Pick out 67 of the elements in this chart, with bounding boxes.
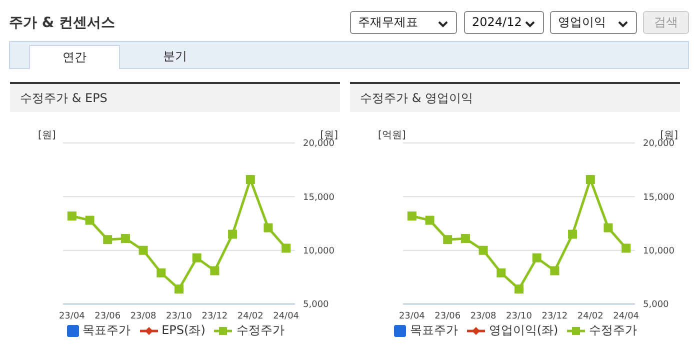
point bbox=[586, 174, 595, 184]
x-tick-label: 23/08 bbox=[130, 311, 157, 322]
point bbox=[264, 223, 273, 232]
y-axis-title: [억원] bbox=[378, 129, 406, 142]
y2-tick-label: 10,000 bbox=[643, 246, 675, 257]
point bbox=[103, 235, 112, 244]
legend-label: 목표주가 bbox=[82, 322, 131, 339]
legend-label: 목표주가 bbox=[410, 322, 458, 339]
point bbox=[67, 211, 76, 220]
point bbox=[604, 223, 613, 232]
text: 2024/12 bbox=[464, 11, 544, 34]
x-tick-label: 24/04 bbox=[273, 311, 300, 322]
y2-axis-title: [원] bbox=[320, 129, 338, 141]
legend-label: 영업이익(좌) bbox=[488, 322, 558, 339]
chart-title: 수정주가 & 영업이익 bbox=[350, 82, 680, 112]
y2-tick-label: 10,000 bbox=[303, 246, 335, 257]
y2-axis-title: [원] bbox=[660, 129, 678, 141]
x-tick-label: 23/08 bbox=[470, 311, 497, 322]
x-tick-label: 23/04 bbox=[58, 311, 86, 322]
y2-tick-label: 15,000 bbox=[303, 192, 335, 203]
legend-label: 수정주가 bbox=[589, 322, 638, 339]
x-tick-label: 23/12 bbox=[202, 311, 228, 322]
point bbox=[156, 268, 166, 278]
point bbox=[282, 244, 291, 253]
text: 연간 bbox=[29, 45, 120, 69]
point bbox=[192, 253, 202, 262]
text: 주가 & 컨센서스 bbox=[9, 14, 115, 32]
legend-label: 수정주가 bbox=[236, 322, 284, 339]
point bbox=[568, 230, 578, 239]
point bbox=[85, 216, 94, 225]
text: 주재무제표 bbox=[350, 11, 457, 34]
x-tick-label: 24/02 bbox=[237, 311, 264, 322]
x-tick-label: 23/10 bbox=[506, 311, 532, 322]
legend-label: EPS(좌) bbox=[162, 322, 206, 339]
point bbox=[460, 234, 470, 244]
point bbox=[532, 253, 542, 262]
y-axis-title: [원] bbox=[38, 129, 56, 142]
point bbox=[478, 246, 488, 255]
text: 분기 bbox=[162, 48, 188, 65]
y2-tick-label: 15,000 bbox=[643, 192, 675, 203]
x-tick-label: 23/12 bbox=[542, 311, 568, 322]
point bbox=[496, 268, 506, 278]
point bbox=[443, 235, 452, 244]
y2-tick-label: 5,000 bbox=[303, 300, 330, 310]
y2-tick-label: 5,000 bbox=[643, 300, 670, 310]
x-tick-label: 24/02 bbox=[577, 311, 604, 322]
text: 영업이익 bbox=[550, 11, 637, 34]
text: 검색 bbox=[643, 11, 689, 34]
point bbox=[514, 284, 524, 294]
x-tick-label: 23/06 bbox=[434, 311, 461, 322]
y2-tick-label: 20,000 bbox=[643, 139, 675, 150]
point bbox=[138, 246, 148, 255]
point bbox=[622, 244, 631, 253]
point bbox=[174, 284, 184, 294]
point bbox=[425, 216, 434, 225]
point bbox=[120, 234, 130, 244]
x-tick-label: 23/04 bbox=[398, 311, 426, 322]
chart-title: 수정주가 & EPS bbox=[10, 82, 340, 112]
y2-tick-label: 20,000 bbox=[303, 139, 335, 150]
x-tick-label: 24/04 bbox=[613, 311, 640, 322]
point bbox=[407, 211, 416, 220]
x-tick-label: 23/06 bbox=[94, 311, 121, 322]
x-tick-label: 23/10 bbox=[166, 311, 192, 322]
point bbox=[228, 230, 238, 239]
point bbox=[246, 174, 255, 184]
point bbox=[550, 266, 560, 276]
point bbox=[210, 266, 220, 276]
